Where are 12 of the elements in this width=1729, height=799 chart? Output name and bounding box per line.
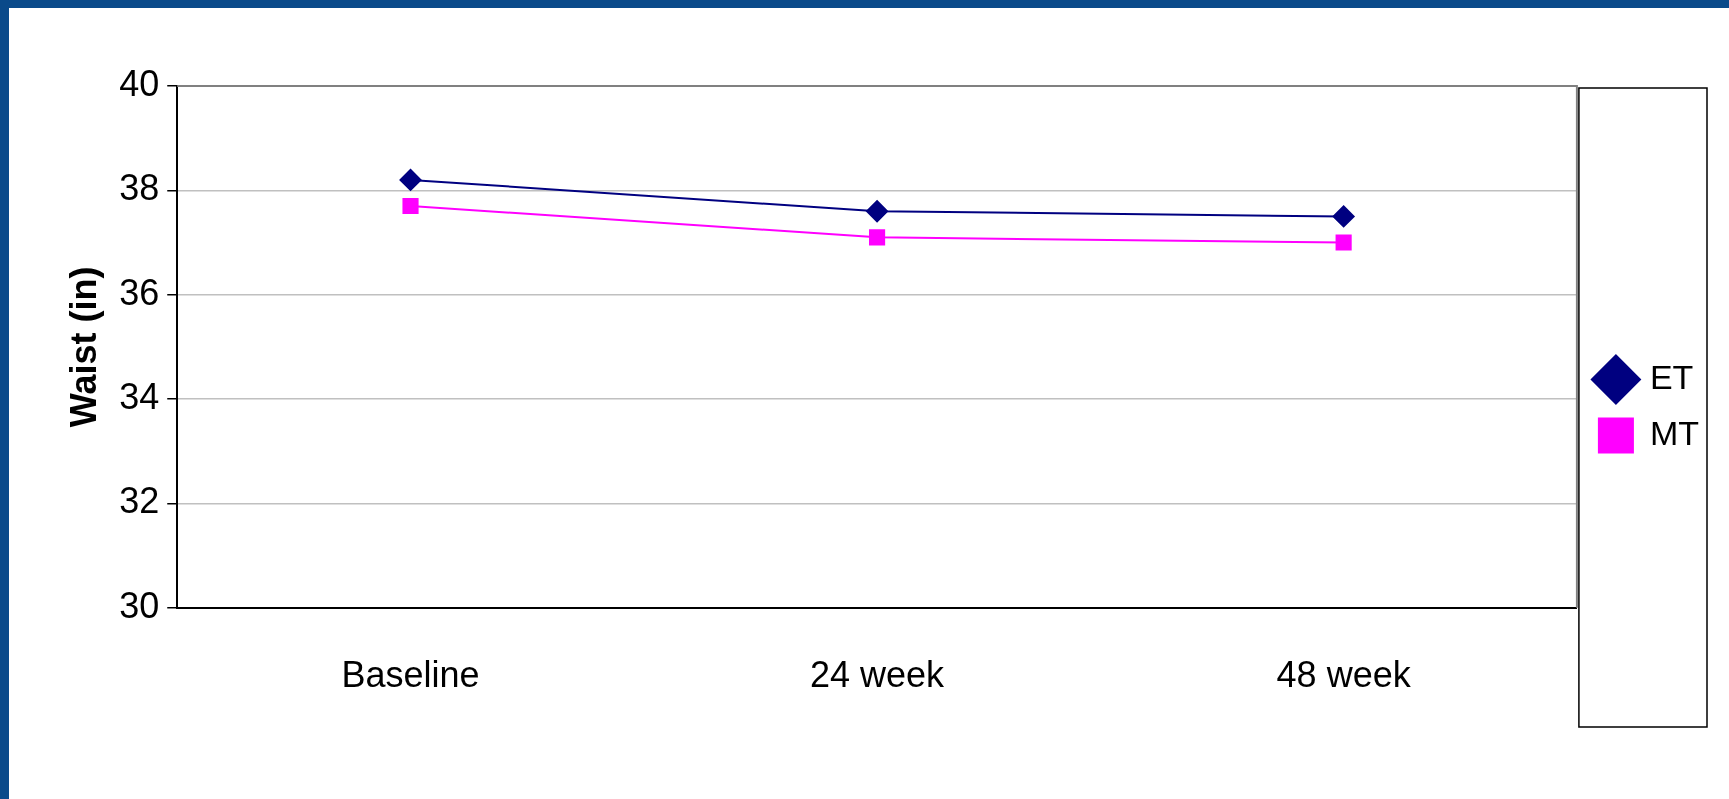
y-tick-label: 30 [119, 584, 160, 626]
legend-label: ET [1649, 357, 1694, 396]
y-tick-label: 38 [119, 167, 160, 209]
x-tick-label: 24 week [810, 654, 946, 696]
y-tick-label: 36 [119, 271, 160, 313]
y-tick-label: 40 [119, 62, 160, 104]
x-tick-label: Baseline [341, 654, 480, 696]
x-tick-label: 48 week [1276, 654, 1412, 696]
y-axis-title: Waist (in) [62, 266, 104, 428]
y-tick-label: 32 [119, 480, 160, 522]
y-tick-label: 34 [119, 376, 160, 417]
legend-label: MT [1649, 413, 1699, 452]
